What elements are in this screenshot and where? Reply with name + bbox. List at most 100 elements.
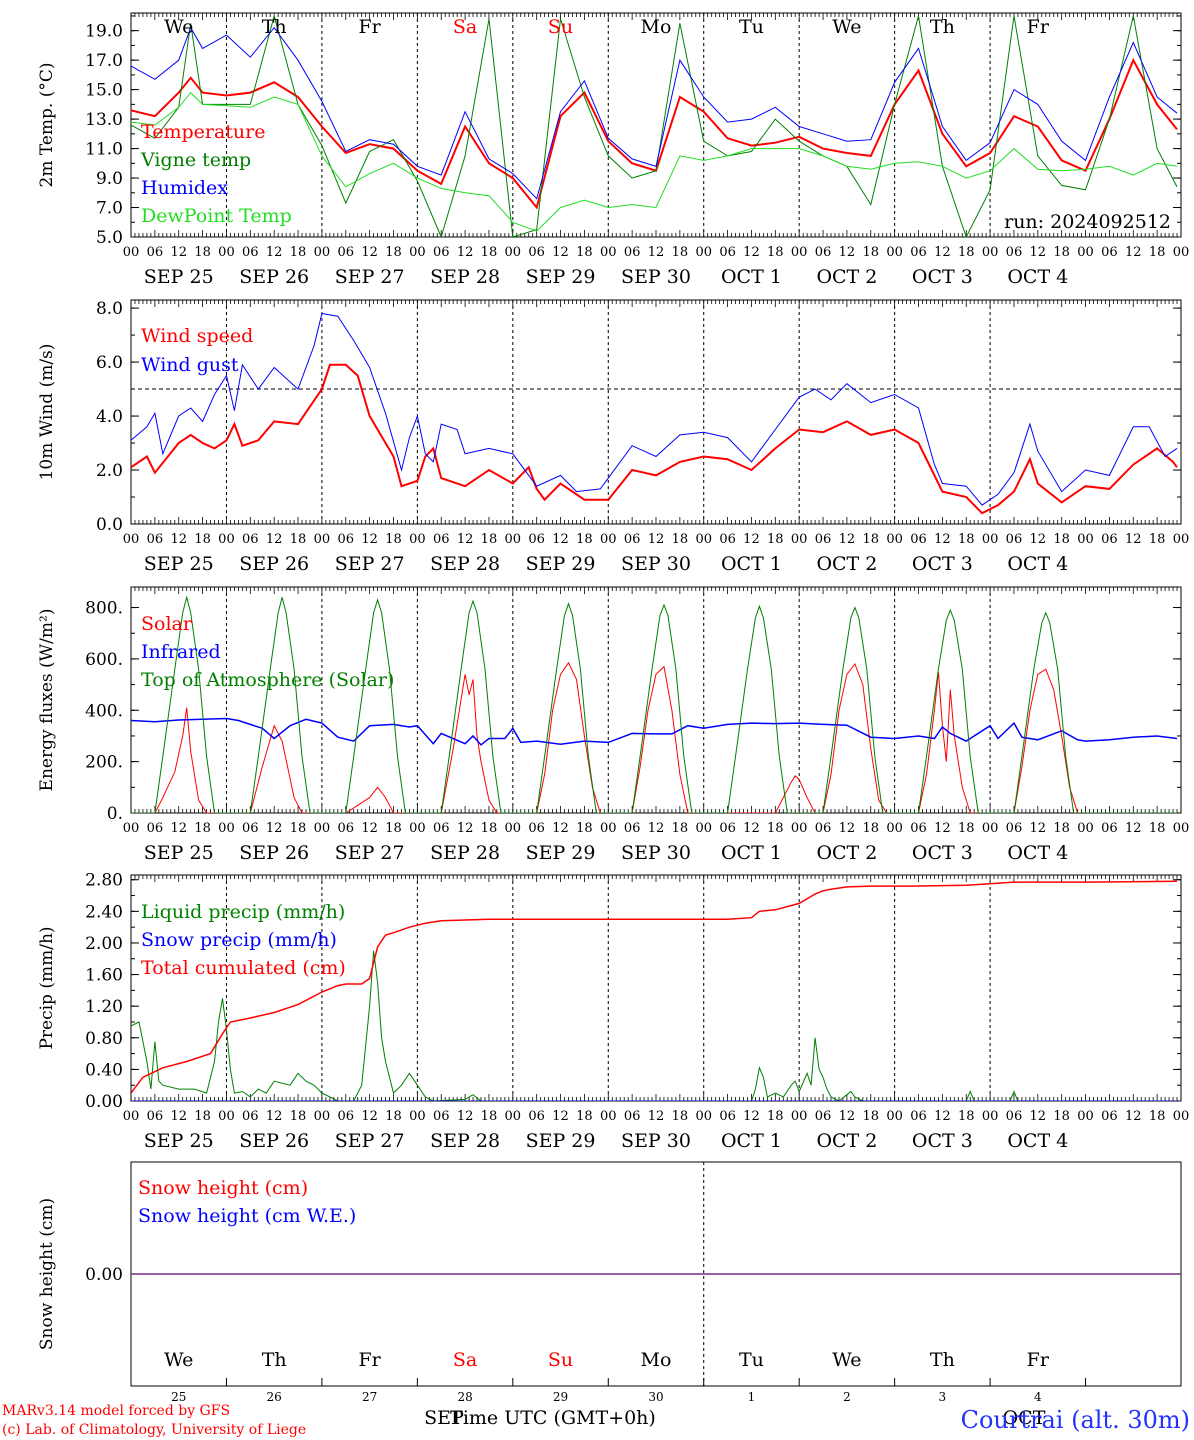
hour-tick-label: 18 [194,532,211,547]
hour-tick-label: 06 [815,821,832,836]
hour-tick-label: 00 [695,821,712,836]
day-name: Th [262,16,287,38]
hour-tick-label: 00 [314,532,331,547]
y-tick-label: 0.0 [96,515,123,535]
date-label: OCT 3 [912,266,973,288]
hour-tick-label: 00 [1077,821,1094,836]
date-label: SEP 28 [430,266,500,288]
day-name: Fr [1027,16,1050,38]
hour-tick-label: 18 [767,245,784,260]
series-line-top-of-atmosphere-solar [131,595,1177,813]
hour-tick-label: 00 [505,245,522,260]
hour-tick-label: 06 [910,1109,927,1124]
y-tick-label: 2.80 [85,871,123,891]
hour-tick-label: 18 [576,821,593,836]
hour-tick-label: 06 [910,245,927,260]
day-number: 27 [362,1390,377,1404]
date-label: OCT 2 [816,1130,877,1152]
hour-tick-label: 06 [528,245,545,260]
hour-tick-label: 12 [648,245,665,260]
date-label: SEP 29 [526,842,596,864]
hour-tick-label: 00 [1077,532,1094,547]
hour-tick-label: 12 [743,245,760,260]
day-number: 4 [1034,1390,1042,1404]
y-tick-label: 600. [85,650,123,670]
hour-tick-label: 06 [242,821,259,836]
hour-tick-label: 12 [170,821,187,836]
hour-tick-label: 18 [290,245,307,260]
y-tick-label: 0.00 [85,1092,123,1112]
hour-tick-label: 12 [1125,821,1142,836]
hour-tick-label: 18 [1053,532,1070,547]
hour-tick-label: 00 [982,245,999,260]
legend-entry: Wind gust [141,354,239,376]
hour-tick-label: 12 [648,532,665,547]
y-tick-label: 7.0 [96,199,123,219]
date-label: OCT 4 [1007,842,1068,864]
day-name: Th [930,16,955,38]
station-name: Courtrai (alt. 30m) [961,1406,1190,1434]
hour-tick-label: 06 [337,1109,354,1124]
hour-tick-label: 18 [290,821,307,836]
day-name: Fr [359,1349,382,1371]
hour-tick-label: 06 [147,821,164,836]
hour-tick-label: 12 [648,1109,665,1124]
date-label: SEP 26 [239,266,309,288]
hour-tick-label: 12 [839,245,856,260]
hour-tick-label: 18 [1149,1109,1166,1124]
hour-tick-label: 12 [361,532,378,547]
hour-tick-label: 00 [218,245,235,260]
date-label: SEP 27 [335,1130,405,1152]
date-label: OCT 4 [1007,266,1068,288]
day-name: Th [930,1349,955,1371]
hour-tick-label: 12 [1030,245,1047,260]
hour-tick-label: 12 [1125,245,1142,260]
run-annotation: run: 2024092512 [1004,211,1171,233]
hour-tick-label: 06 [337,532,354,547]
lab-credit: (c) Lab. of Climatology, University of L… [2,1422,306,1438]
hour-tick-label: 12 [1030,532,1047,547]
hour-tick-label: 00 [409,532,426,547]
y-tick-label: 1.60 [85,966,123,986]
hour-tick-label: 12 [934,1109,951,1124]
hour-tick-label: 12 [1030,821,1047,836]
series-line-liquid-precip-mm-h [131,950,1177,1101]
hour-tick-label: 06 [1101,532,1118,547]
y-axis-label: Snow height (cm) [37,1198,57,1350]
date-label: OCT 2 [816,266,877,288]
hour-tick-label: 18 [576,245,593,260]
hour-tick-label: 12 [266,532,283,547]
legend-entry: Liquid precip (mm/h) [141,901,345,923]
hour-tick-label: 12 [552,821,569,836]
y-tick-label: 0.40 [85,1060,123,1080]
day-name: Sa [453,1349,477,1371]
hour-tick-label: 12 [839,1109,856,1124]
hour-tick-label: 06 [1006,821,1023,836]
y-tick-label: 5.0 [96,228,123,248]
date-label: OCT 2 [816,842,877,864]
hour-tick-label: 12 [266,821,283,836]
precip-panel: 00 06 12 18 00 06 12 18 00 06 12 18 00 06 12 18 00 06 12 18… [37,871,1189,1152]
legend-entry: Vigne temp [140,149,251,171]
hour-tick-label: 12 [552,532,569,547]
hour-tick-label: 00 [600,532,617,547]
hour-tick-label: 06 [815,1109,832,1124]
hour-tick-label: 18 [862,821,879,836]
y-tick-label: 8.0 [96,299,123,319]
day-name: Tu [739,1349,764,1371]
date-label: SEP 30 [621,842,691,864]
hour-tick-label: 18 [481,1109,498,1124]
hour-tick-label: 06 [337,245,354,260]
hour-tick-label: 00 [600,245,617,260]
day-name: Fr [359,16,382,38]
hour-tick-label: 18 [194,1109,211,1124]
hour-tick-label: 00 [886,245,903,260]
hour-tick-label: 18 [958,532,975,547]
hour-tick-label: 06 [624,1109,641,1124]
hour-tick-label: 18 [385,245,402,260]
y-tick-label: 4.0 [96,407,123,427]
y-tick-label: 11.0 [85,140,123,160]
hour-tick-label: 06 [528,532,545,547]
hour-tick-label: 18 [481,245,498,260]
y-tick-label: 0.00 [85,1265,123,1285]
